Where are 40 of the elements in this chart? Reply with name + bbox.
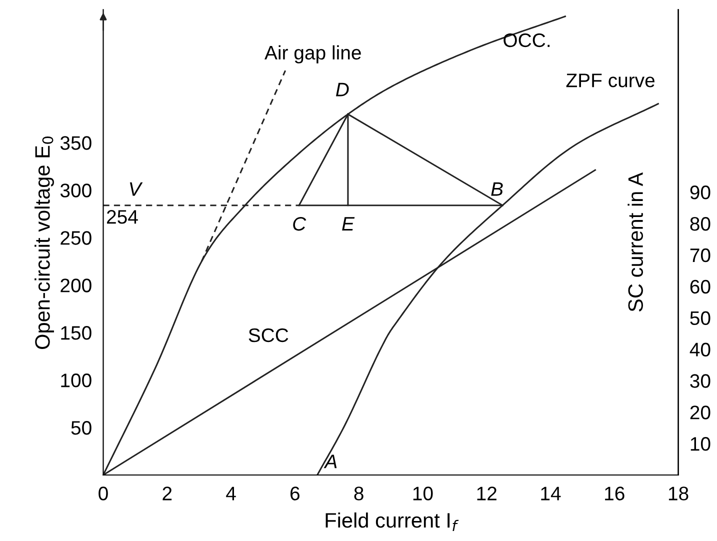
y-tick-label: 150 <box>61 326 92 340</box>
y-tick-label: 250 <box>60 231 92 245</box>
annotation: D <box>336 82 349 96</box>
y2-tick-label: 50 <box>690 311 710 326</box>
y2-tick-label: 10 <box>690 437 710 451</box>
annotation: V <box>130 182 143 196</box>
x-tick-label: 0 <box>98 486 108 500</box>
x-tick-label: 2 <box>162 486 172 500</box>
annotation: A <box>324 454 337 468</box>
y2-tick-label: 40 <box>690 342 710 356</box>
y2-tick-label: 20 <box>690 406 710 420</box>
y-tick-label: 350 <box>60 136 92 150</box>
series-label: ZPF curve <box>566 74 655 88</box>
series-label: Air gap line <box>264 45 361 64</box>
annotation: C <box>293 216 306 231</box>
y-axis-title: Open-circuit voltage E$_{0}$ <box>34 136 54 349</box>
x-tick-label: 12 <box>477 486 496 500</box>
y-tick-label: 50 <box>71 420 92 435</box>
y2-tick-label: 70 <box>690 248 710 262</box>
y-tick-label: 200 <box>60 278 92 292</box>
x-tick-label: 4 <box>226 486 236 500</box>
series-label: SCC <box>248 328 288 342</box>
y-tick-label: 100 <box>61 374 92 388</box>
y-tick-label: 300 <box>60 184 92 198</box>
x-tick-label: 6 <box>290 486 300 500</box>
y2-tick-label: 60 <box>690 280 710 294</box>
y2-tick-label: 80 <box>690 216 710 231</box>
x-tick-label: 18 <box>668 486 688 500</box>
y2-tick-label: 90 <box>690 186 710 200</box>
y2-tick-label: 30 <box>690 374 710 388</box>
x-tick-label: 10 <box>413 486 433 500</box>
x-tick-label: 8 <box>354 486 364 500</box>
x-tick-label: 14 <box>541 486 561 500</box>
series-label: OCC. <box>504 33 550 48</box>
annotation: E <box>342 217 355 231</box>
x-axis-title: Field current I$_{f}$ <box>326 512 459 531</box>
annotation: B <box>491 182 503 196</box>
y2-axis-title: SC current in A <box>628 172 643 312</box>
annotation: 254 <box>107 210 138 224</box>
x-tick-label: 16 <box>605 486 624 500</box>
